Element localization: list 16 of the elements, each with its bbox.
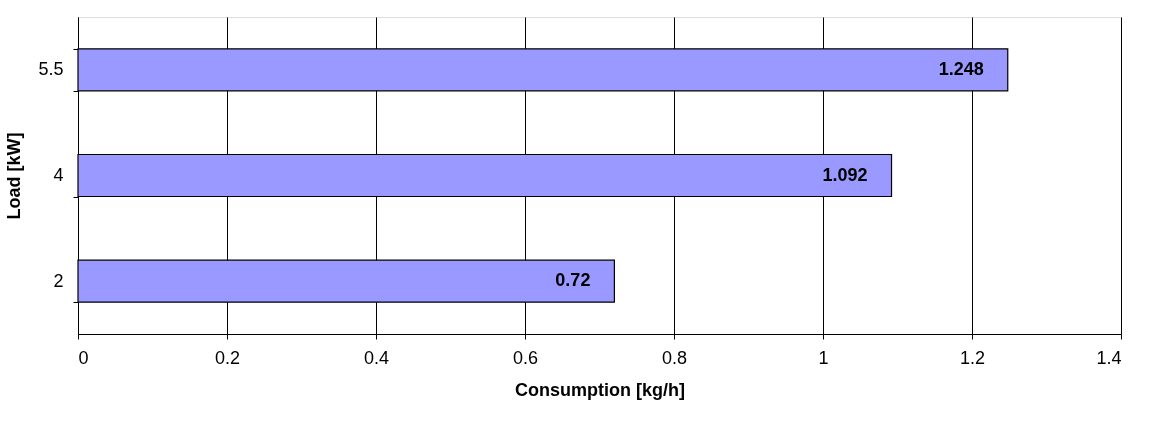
y-tick-label: 5.5: [38, 59, 64, 80]
data-label: 1.248: [938, 58, 984, 79]
x-tick-label: 0.6: [512, 347, 539, 368]
y-axis-title: Load [kW]: [4, 132, 25, 220]
x-tick-label: 1.2: [959, 347, 986, 368]
data-label: 0.72: [555, 270, 591, 291]
x-tick-label: 0: [78, 347, 89, 368]
x-tick-label: 0.8: [661, 347, 688, 368]
x-axis-title: Consumption [kg/h]: [515, 379, 685, 400]
x-tick-label: 1: [818, 347, 829, 368]
y-tick-label: 4: [53, 165, 64, 185]
data-label: 1.092: [822, 164, 868, 185]
x-tick-label: 0.4: [363, 347, 390, 368]
x-tick-label: 0.2: [214, 347, 241, 368]
x-tick-label: 1.4: [1096, 347, 1122, 368]
y-tick-label: 2: [53, 270, 64, 291]
